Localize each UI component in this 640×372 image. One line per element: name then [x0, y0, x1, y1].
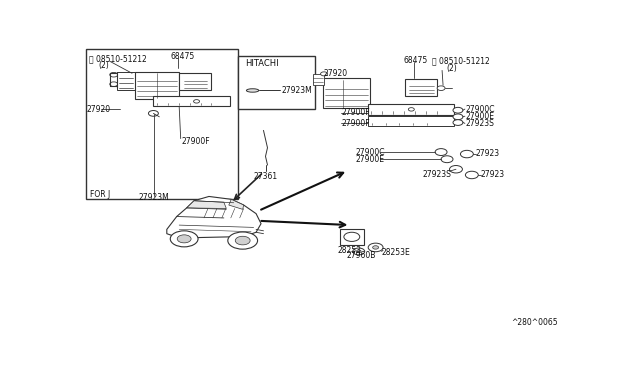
Circle shape [460, 150, 474, 158]
Polygon shape [229, 199, 244, 209]
Circle shape [177, 235, 191, 243]
Text: Ⓢ 08510-51212: Ⓢ 08510-51212 [432, 56, 490, 65]
Circle shape [148, 110, 158, 116]
Text: (2): (2) [446, 64, 457, 73]
Text: 27900F: 27900F [182, 137, 211, 146]
Circle shape [465, 171, 478, 179]
Circle shape [170, 231, 198, 247]
Circle shape [356, 250, 361, 253]
Bar [367, 104, 454, 115]
Polygon shape [187, 201, 227, 208]
Text: 27923: 27923 [476, 149, 500, 158]
Bar [367, 116, 454, 126]
Bar [154, 96, 230, 106]
Circle shape [344, 232, 360, 241]
Text: 27900E: 27900E [355, 155, 384, 164]
Bar [323, 78, 370, 108]
Text: 27900C: 27900C [466, 105, 495, 113]
Circle shape [437, 86, 445, 90]
Bar [134, 72, 179, 99]
Text: 27923M: 27923M [138, 193, 169, 202]
Circle shape [408, 108, 414, 111]
Text: 27900F: 27900F [342, 119, 371, 128]
Circle shape [453, 108, 463, 113]
Circle shape [441, 156, 453, 163]
Text: 27923S: 27923S [422, 170, 451, 179]
Text: 28253E: 28253E [381, 248, 410, 257]
Text: 28253: 28253 [338, 246, 362, 254]
Text: FOR J: FOR J [90, 190, 110, 199]
Circle shape [353, 248, 365, 255]
Circle shape [372, 246, 379, 249]
Text: 27361: 27361 [253, 173, 278, 182]
Bar [237, 56, 315, 109]
Text: 27923S: 27923S [466, 119, 495, 128]
Circle shape [449, 166, 463, 173]
Text: 27923M: 27923M [282, 86, 312, 95]
Bar [405, 79, 437, 96]
Text: (2): (2) [99, 61, 109, 70]
Circle shape [110, 73, 118, 77]
Bar [340, 228, 364, 245]
Text: 27900F: 27900F [342, 108, 371, 117]
Circle shape [110, 82, 118, 86]
Bar [86, 49, 237, 199]
Text: 68475: 68475 [170, 52, 195, 61]
Text: HITACHI: HITACHI [245, 59, 279, 68]
Circle shape [453, 114, 463, 120]
Text: 27920: 27920 [323, 69, 347, 78]
Bar [179, 73, 211, 90]
Text: 27900E: 27900E [466, 112, 495, 121]
Circle shape [236, 236, 250, 245]
Circle shape [193, 100, 200, 103]
Circle shape [321, 72, 328, 76]
Text: 27900C: 27900C [355, 148, 385, 157]
Text: 27923: 27923 [481, 170, 505, 179]
Ellipse shape [246, 89, 259, 92]
Text: 27920: 27920 [86, 105, 111, 113]
Circle shape [228, 232, 257, 249]
Polygon shape [167, 196, 261, 238]
Bar [313, 74, 324, 85]
Bar [117, 72, 134, 90]
Circle shape [435, 149, 447, 155]
Text: 27960B: 27960B [347, 251, 376, 260]
Text: ^280^0065: ^280^0065 [511, 318, 558, 327]
Text: Ⓢ 08510-51212: Ⓢ 08510-51212 [89, 54, 147, 63]
Circle shape [453, 120, 463, 125]
Text: 68475: 68475 [404, 56, 428, 65]
Circle shape [368, 243, 383, 252]
